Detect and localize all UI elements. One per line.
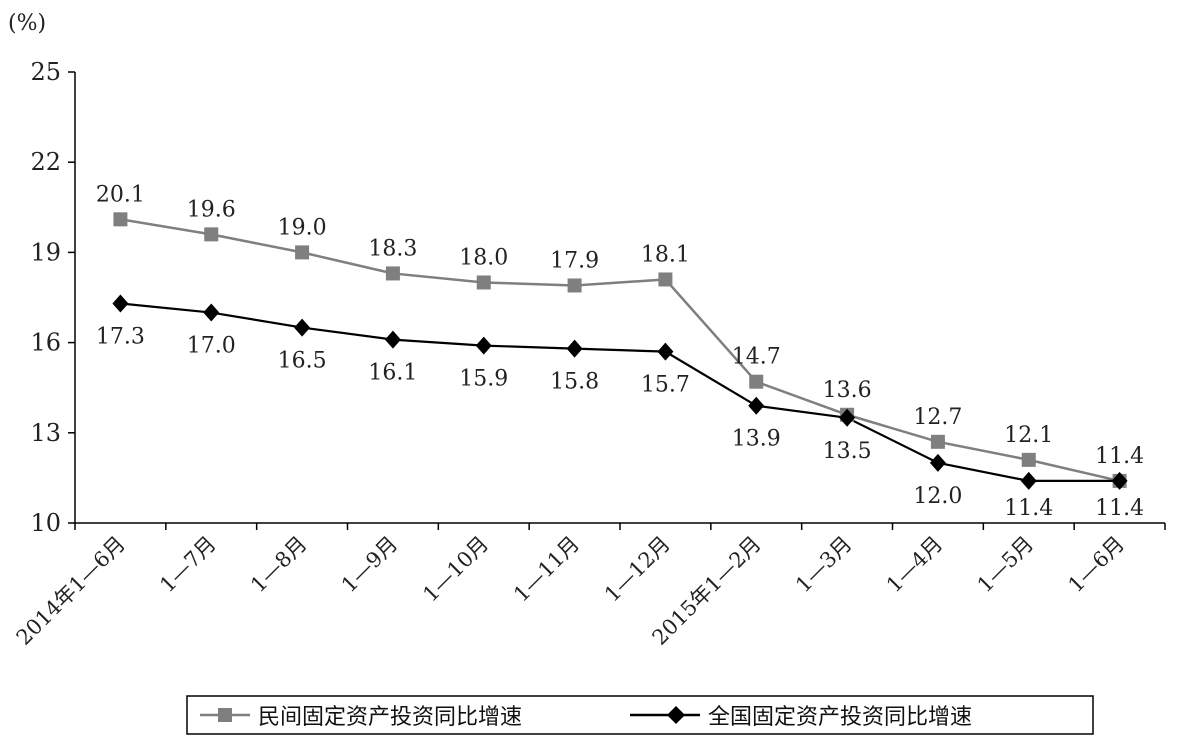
series-line-0 — [120, 218, 1120, 483]
series-1-data-label: 17.0 — [187, 334, 236, 359]
x-tick-label: 1—12月 — [600, 532, 675, 607]
series-0-data-label: 12.7 — [913, 405, 962, 430]
x-tick-label: 1—10月 — [418, 532, 493, 607]
series-0-data-label: 19.0 — [278, 215, 327, 240]
series-0-point — [385, 266, 400, 281]
series-1-data-label: 15.9 — [459, 367, 508, 392]
series-1-data-label: 11.4 — [1095, 496, 1144, 521]
legend: 民间固定资产投资同比增速 全国固定资产投资同比增速 — [186, 695, 1094, 735]
series-1-data-label: 16.1 — [368, 361, 417, 386]
series-1-point — [748, 396, 765, 415]
x-tick-label: 1—3月 — [791, 532, 857, 598]
series-0-point — [658, 272, 673, 287]
series-1-point — [112, 294, 129, 313]
series-1-data-label: 17.3 — [96, 325, 145, 350]
series-1-point — [929, 453, 946, 472]
series-0-data-label: 13.6 — [823, 378, 872, 403]
series-0-data-label: 11.4 — [1095, 444, 1144, 469]
series-1-data-label: 15.7 — [641, 373, 690, 398]
series-1-point — [475, 336, 492, 355]
series-line-1 — [120, 302, 1120, 483]
series-1-data-label: 13.5 — [823, 439, 872, 464]
series-0-point — [930, 434, 945, 449]
series-0-data-label: 12.1 — [1004, 423, 1053, 448]
data-labels: 20.1 19.6 19.0 18.3 18.0 17.9 18.1 14.7 13.6 12.7… — [96, 182, 1144, 521]
series-0-point — [567, 278, 582, 293]
x-axis-ticks: 2014年1—6月 1—7月 1—8月 1—9月 1—10月 1—11月 1—12月2015… — [12, 523, 1166, 650]
x-tick-label: 1—7月 — [155, 532, 221, 598]
y-tick-label: 13 — [30, 419, 61, 447]
legend-label-series-0: 民间固定资产投资同比增速 — [258, 705, 522, 730]
series-1-point — [657, 342, 674, 361]
x-tick-label: 1—9月 — [337, 532, 403, 598]
y-tick-label: 19 — [30, 238, 61, 266]
x-tick-label: 1—4月 — [882, 532, 948, 598]
legend-marker-series-0 — [218, 708, 232, 722]
y-axis-ticks: 10 13 16 19 22 25 — [30, 58, 75, 537]
series-0-data-label: 18.0 — [459, 245, 508, 270]
series-layer — [112, 212, 1128, 490]
x-tick-label: 1—5月 — [973, 532, 1039, 598]
series-1-data-label: 12.0 — [913, 484, 962, 509]
y-axis-unit-label: (%) — [8, 11, 46, 36]
series-0-data-label: 19.6 — [187, 197, 236, 222]
x-tick-label: 1—8月 — [246, 532, 312, 598]
y-tick-label: 22 — [30, 148, 61, 176]
series-0-point — [204, 227, 219, 242]
series-0-point — [749, 374, 764, 389]
x-tick-label: 1—6月 — [1064, 532, 1130, 598]
series-1-point — [1020, 471, 1037, 490]
y-tick-label: 25 — [30, 58, 61, 86]
series-0-point — [476, 275, 491, 290]
legend-marker-series-1 — [667, 706, 685, 724]
series-1-data-label: 13.9 — [732, 427, 781, 452]
series-0-data-label: 18.3 — [368, 236, 417, 261]
x-tick-label: 1—11月 — [509, 532, 584, 607]
series-1-point — [203, 303, 220, 322]
series-0-point — [113, 212, 128, 227]
series-0-point — [295, 245, 310, 260]
series-1-point — [839, 408, 856, 427]
series-0-data-label: 14.7 — [732, 345, 781, 370]
x-tick-label: 2014年1—6月 — [12, 532, 130, 650]
series-1-point — [294, 318, 311, 337]
series-1-data-label: 15.8 — [550, 370, 599, 395]
series-1-point — [566, 339, 583, 358]
series-1-data-label: 16.5 — [278, 349, 327, 374]
series-0-data-label: 18.1 — [641, 242, 690, 267]
legend-label-series-1: 全国固定资产投资同比增速 — [708, 705, 972, 730]
series-0-data-label: 17.9 — [550, 248, 599, 273]
series-0-point — [1021, 452, 1036, 467]
series-0-data-label: 20.1 — [96, 182, 145, 207]
series-1-data-label: 11.4 — [1004, 496, 1053, 521]
series-1-point — [384, 330, 401, 349]
y-tick-label: 16 — [30, 329, 61, 357]
y-tick-label: 10 — [30, 509, 61, 537]
series-1-point — [1111, 471, 1128, 490]
